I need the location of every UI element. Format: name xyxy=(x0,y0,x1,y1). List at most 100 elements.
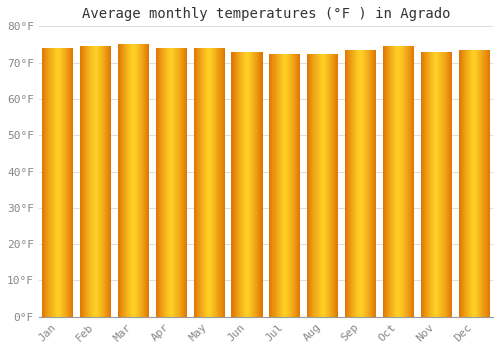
Bar xyxy=(470,50,471,317)
Bar xyxy=(128,44,130,317)
Bar xyxy=(70,48,71,317)
Bar xyxy=(136,44,138,317)
Bar xyxy=(296,54,298,317)
Bar xyxy=(421,52,422,317)
Bar xyxy=(386,46,387,317)
Bar xyxy=(346,50,347,317)
Bar xyxy=(435,52,436,317)
Bar xyxy=(258,52,260,317)
Bar xyxy=(166,48,167,317)
Bar xyxy=(98,46,100,317)
Bar xyxy=(110,46,111,317)
Bar xyxy=(124,44,125,317)
Bar xyxy=(178,48,180,317)
Bar xyxy=(256,52,258,317)
Bar xyxy=(167,48,168,317)
Bar xyxy=(101,46,102,317)
Bar xyxy=(413,46,414,317)
Bar xyxy=(107,46,108,317)
Bar xyxy=(426,52,427,317)
Bar xyxy=(148,44,149,317)
Bar xyxy=(205,48,206,317)
Bar xyxy=(282,54,283,317)
Bar xyxy=(56,48,58,317)
Bar xyxy=(333,54,334,317)
Bar xyxy=(484,50,486,317)
Bar xyxy=(404,46,406,317)
Bar xyxy=(356,50,358,317)
Bar xyxy=(444,52,446,317)
Bar xyxy=(369,50,370,317)
Bar xyxy=(288,54,289,317)
Bar xyxy=(442,52,444,317)
Bar xyxy=(332,54,333,317)
Bar xyxy=(247,52,248,317)
Bar xyxy=(245,52,246,317)
Bar xyxy=(471,50,472,317)
Bar xyxy=(440,52,442,317)
Bar xyxy=(325,54,326,317)
Bar xyxy=(134,44,136,317)
Bar xyxy=(71,48,72,317)
Bar xyxy=(254,52,256,317)
Bar xyxy=(216,48,218,317)
Bar xyxy=(448,52,450,317)
Bar xyxy=(326,54,327,317)
Bar xyxy=(477,50,478,317)
Bar xyxy=(465,50,466,317)
Bar xyxy=(180,48,182,317)
Bar xyxy=(394,46,396,317)
Bar xyxy=(65,48,66,317)
Bar xyxy=(366,50,367,317)
Bar xyxy=(329,54,330,317)
Bar xyxy=(354,50,356,317)
Bar xyxy=(251,52,252,317)
Bar xyxy=(242,52,243,317)
Bar xyxy=(352,50,354,317)
Bar xyxy=(295,54,296,317)
Bar xyxy=(68,48,69,317)
Bar xyxy=(371,50,372,317)
Bar xyxy=(158,48,159,317)
Bar xyxy=(83,46,84,317)
Bar xyxy=(374,50,375,317)
Bar xyxy=(54,48,56,317)
Bar xyxy=(125,44,126,317)
Bar xyxy=(392,46,393,317)
Bar xyxy=(434,52,435,317)
Bar xyxy=(385,46,386,317)
Bar xyxy=(119,44,120,317)
Bar xyxy=(474,50,475,317)
Bar xyxy=(473,50,474,317)
Bar xyxy=(64,48,65,317)
Bar xyxy=(204,48,205,317)
Bar xyxy=(246,52,247,317)
Bar xyxy=(48,48,50,317)
Bar xyxy=(211,48,212,317)
Bar xyxy=(212,48,214,317)
Bar xyxy=(94,46,96,317)
Bar xyxy=(367,50,368,317)
Bar xyxy=(320,54,322,317)
Bar xyxy=(427,52,428,317)
Bar xyxy=(488,50,490,317)
Bar xyxy=(308,54,310,317)
Bar xyxy=(63,48,64,317)
Bar xyxy=(433,52,434,317)
Bar xyxy=(96,46,98,317)
Bar xyxy=(316,54,318,317)
Bar xyxy=(345,50,346,317)
Bar xyxy=(334,54,335,317)
Bar xyxy=(81,46,82,317)
Bar xyxy=(411,46,412,317)
Bar xyxy=(105,46,106,317)
Bar xyxy=(331,54,332,317)
Bar xyxy=(431,52,432,317)
Bar xyxy=(278,54,280,317)
Bar xyxy=(280,54,282,317)
Bar xyxy=(248,52,249,317)
Bar xyxy=(469,50,470,317)
Bar xyxy=(61,48,62,317)
Bar xyxy=(372,50,373,317)
Bar xyxy=(43,48,44,317)
